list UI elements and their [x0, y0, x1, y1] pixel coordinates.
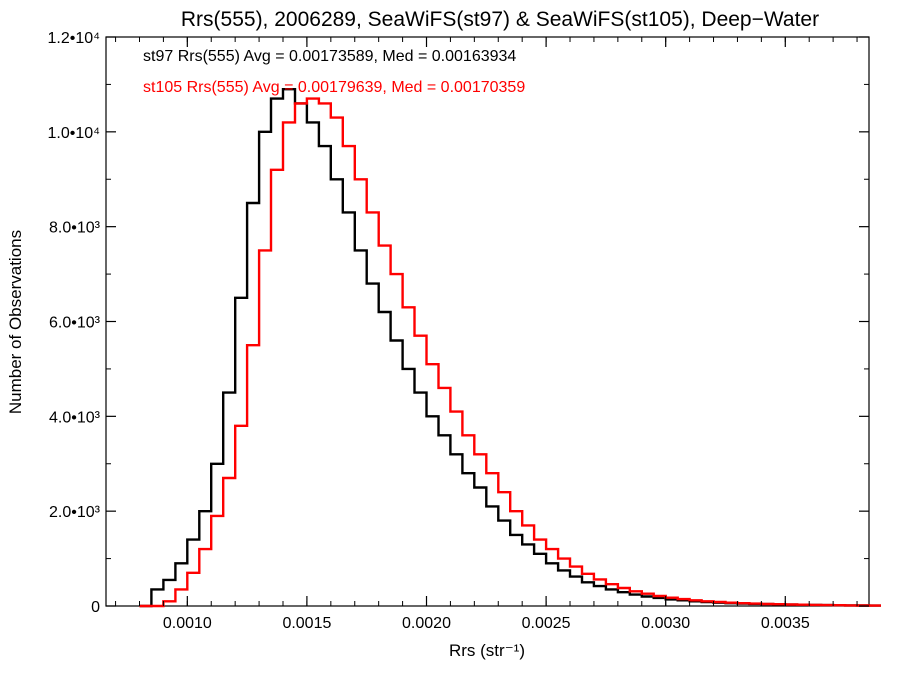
x-tick-label: 0.0015 [282, 615, 331, 632]
x-tick-label: 0.0035 [761, 615, 810, 632]
y-tick-label: 4.0•10³ [49, 409, 101, 426]
y-tick-label: 6.0•10³ [49, 315, 101, 332]
y-tick-label: 1.0•10⁴ [47, 125, 100, 142]
x-axis-label: Rrs (str⁻¹) [449, 641, 525, 660]
series-line-0 [139, 88, 881, 608]
y-tick-label: 1.2•10⁴ [47, 30, 100, 47]
series-line-1 [139, 97, 881, 608]
series-layer [139, 88, 881, 608]
annotation-st105: st105 Rrs(555) Avg = 0.00179639, Med = 0… [143, 79, 525, 96]
y-tick-label: 2.0•10³ [49, 504, 101, 521]
y-tick-label: 0 [91, 599, 100, 616]
x-tick-label: 0.0030 [641, 615, 690, 632]
y-axis-label: Number of Observations [6, 230, 25, 414]
x-tick-label: 0.0020 [402, 615, 451, 632]
plot-frame [105, 36, 870, 607]
annotation-st97: st97 Rrs(555) Avg = 0.00173589, Med = 0.… [143, 48, 516, 65]
axes-layer: 0.0010 0.0015 0.0020 0.0025 0.0030 0.0035 0 2.0… [47, 30, 869, 632]
x-tick-label: 0.0010 [163, 615, 212, 632]
y-tick-label: 8.0•10³ [49, 220, 101, 237]
chart-title: Rrs(555), 2006289, SeaWiFS(st97) & SeaWi… [181, 8, 819, 31]
x-tick-label: 0.0025 [522, 615, 571, 632]
